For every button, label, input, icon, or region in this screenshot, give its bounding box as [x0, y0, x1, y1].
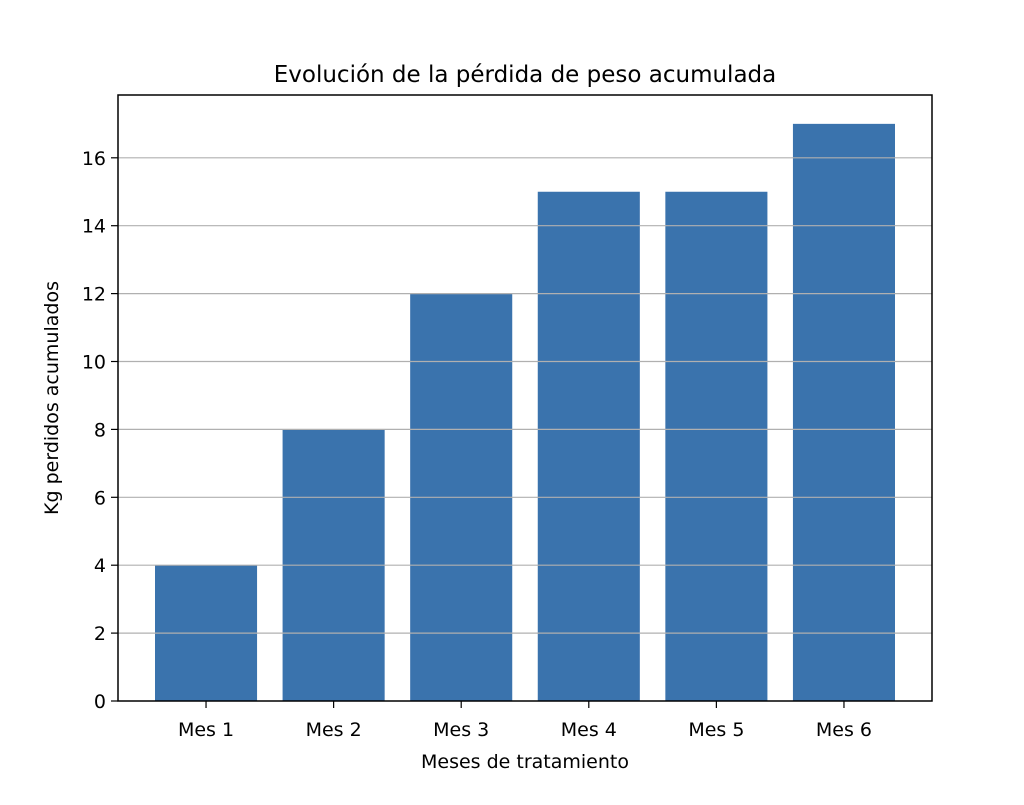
x-tick-label: Mes 6: [816, 719, 872, 741]
y-tick-label: 4: [94, 555, 106, 577]
y-tick-label: 16: [82, 148, 106, 170]
y-tick-label: 14: [82, 216, 106, 238]
x-ticks-group: Mes 1 Mes 2 Mes 3 Mes 4 Mes 5 Mes 6: [178, 701, 872, 741]
y-tick-label: 12: [82, 284, 106, 306]
x-axis-label: Meses de tratamiento: [421, 751, 629, 773]
x-tick-label: Mes 4: [561, 719, 617, 741]
bar-6: [792, 123, 895, 702]
bars-group: [155, 123, 895, 702]
y-ticks-group: 0 2 4 6 8 10 12 14 16: [82, 148, 118, 713]
x-tick-label: Mes 1: [178, 719, 234, 741]
y-tick-label: 10: [82, 352, 106, 374]
axes-frame: [117, 94, 933, 702]
x-tick-label: Mes 5: [688, 719, 744, 741]
y-tick-label: 0: [94, 691, 106, 713]
bar-4: [537, 191, 640, 702]
y-tick-label: 6: [94, 487, 106, 509]
y-tick-label: 8: [94, 419, 106, 441]
y-tick-label: 2: [94, 623, 106, 645]
y-axis-label: Kg perdidos acumulados: [41, 281, 63, 515]
x-tick-label: Mes 3: [433, 719, 489, 741]
bar-5: [665, 191, 768, 702]
x-tick-label: Mes 2: [306, 719, 362, 741]
chart-title: Evolución de la pérdida de peso acumulad…: [274, 62, 777, 88]
gridlines-group: [118, 157, 932, 634]
